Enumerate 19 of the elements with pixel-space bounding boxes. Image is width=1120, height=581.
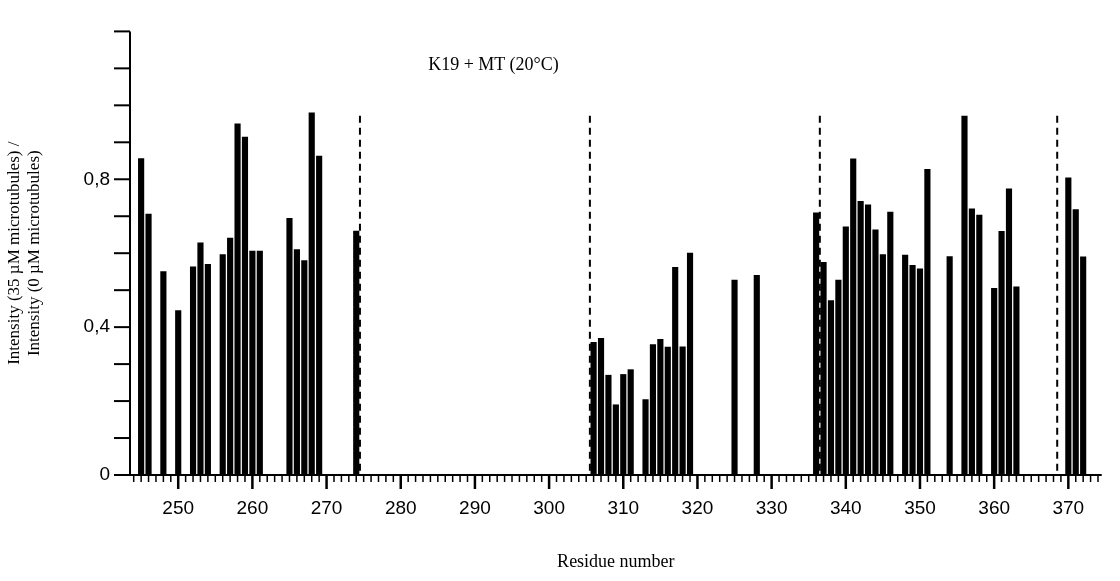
text: K19 + MT (20°C) <box>428 54 559 76</box>
x-tick-label: 250 <box>162 496 195 518</box>
y-axis-title: Intensity (35 µM microtubules) / Intensity (0 µM microtubules) <box>3 141 44 365</box>
x-axis-title: Residue number <box>557 550 675 571</box>
x-tick-label: 310 <box>607 496 640 518</box>
y-tick-label: 0,4 <box>83 315 111 337</box>
x-tick-label: 320 <box>681 496 714 518</box>
x-tick-label: 260 <box>236 496 269 518</box>
x-tick-label: 370 <box>1052 496 1085 518</box>
x-tick-label: 330 <box>755 496 788 518</box>
x-tick-label: 270 <box>310 496 343 518</box>
x-tick-label: 350 <box>904 496 936 518</box>
x-tick-label: 300 <box>533 496 565 518</box>
x-tick-label: 360 <box>978 496 1010 518</box>
y-tick-label: 0,8 <box>83 167 110 189</box>
x-tick-label: 290 <box>459 496 491 518</box>
x-tick-label: 340 <box>829 496 862 518</box>
y-tick-label: 0 <box>99 463 110 485</box>
x-tick-label: 280 <box>384 496 417 518</box>
